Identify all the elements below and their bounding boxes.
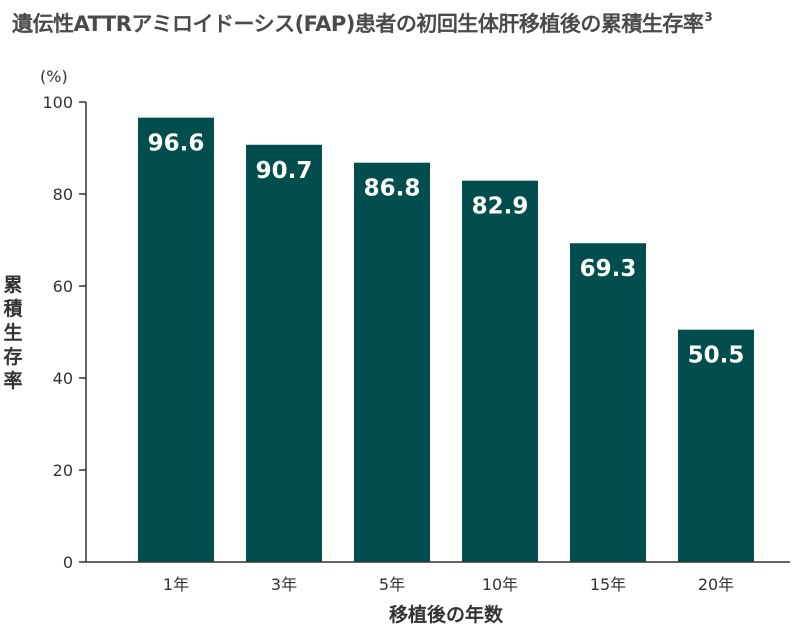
y-tick-label: 80 xyxy=(53,185,73,204)
x-tick-label: 1年 xyxy=(163,575,189,594)
y-tick-label: 60 xyxy=(53,277,73,296)
x-tick-label: 10年 xyxy=(482,575,518,594)
bar-value-label: 90.7 xyxy=(256,158,313,184)
bar xyxy=(138,117,214,562)
bar-value-label: 96.6 xyxy=(148,131,205,157)
chart-title: 遺伝性ATTRアミロイドーシス(FAP)患者の初回生体肝移植後の累積生存率3 xyxy=(12,10,713,36)
y-axis-title: 累積生存率 xyxy=(3,274,22,392)
y-tick-label: 100 xyxy=(42,93,73,112)
bar xyxy=(462,180,538,562)
y-tick-label: 40 xyxy=(53,369,73,388)
bar xyxy=(570,243,646,562)
bar xyxy=(678,329,754,562)
bar-value-label: 82.9 xyxy=(472,194,529,220)
y-tick-label: 20 xyxy=(53,461,73,480)
bar-value-label: 86.8 xyxy=(364,176,421,202)
x-tick-label: 5年 xyxy=(379,575,405,594)
bar xyxy=(246,144,322,562)
x-tick-label: 3年 xyxy=(271,575,297,594)
x-axis: 1年 3年 5年 10年 15年 20年 xyxy=(86,561,790,594)
x-tick-label: 20年 xyxy=(698,575,734,594)
x-tick-label: 15年 xyxy=(590,575,626,594)
y-tick-label: 0 xyxy=(63,553,73,572)
bars: 96.6 90.7 86.8 82.9 69.3 50.5 xyxy=(138,117,754,562)
bar xyxy=(354,162,430,562)
y-axis: 0 20 40 60 80 100 xyxy=(42,93,87,572)
x-axis-title: 移植後の年数 xyxy=(389,603,504,626)
y-unit-label: (%) xyxy=(40,67,68,86)
title-reference: 3 xyxy=(704,10,713,24)
y-axis-title-text: 累積生存率 xyxy=(3,274,22,392)
bar-value-label: 69.3 xyxy=(580,256,637,282)
bar-value-label: 50.5 xyxy=(688,343,745,369)
